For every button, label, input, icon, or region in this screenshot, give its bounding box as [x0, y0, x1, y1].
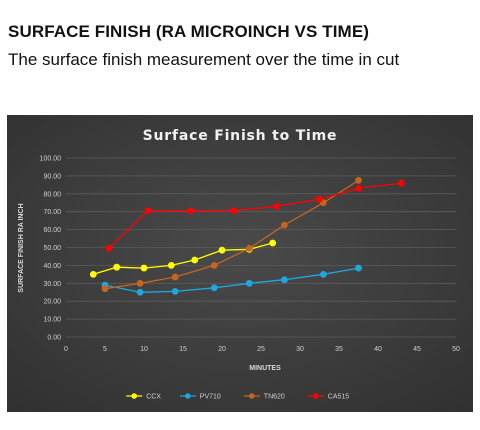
x-tick-label: 20 [218, 346, 226, 353]
x-axis-label: MINUTES [249, 365, 281, 372]
legend-marker-ccx [131, 393, 137, 399]
data-point-ca515 [273, 202, 280, 210]
data-point-ca515 [398, 179, 405, 187]
data-point-ccx [269, 239, 277, 247]
data-point-ca515 [144, 207, 152, 215]
y-tick-label: 90.00 [43, 173, 61, 180]
legend-item-ccx: CCX [126, 393, 161, 401]
legend-marker-tn620 [249, 393, 255, 399]
data-point-ca515 [230, 207, 238, 215]
surface-finish-chart: 0.00 10.00 20.00 30.00 40.00 50.00 60.00 70.00 8… [7, 115, 473, 412]
y-tick-label: 100.00 [40, 156, 62, 163]
data-point-ccx [218, 246, 226, 254]
y-tick-label: 40.00 [43, 263, 61, 270]
data-point-tn620 [210, 262, 218, 269]
y-tick-label: 60.00 [43, 227, 61, 234]
x-tick-label: 50 [452, 346, 460, 353]
x-tick-label: 5 [103, 346, 107, 353]
page-subheading: The surface finish measurement over the … [8, 50, 400, 69]
series-line-ca515 [108, 182, 402, 249]
data-point-tn620 [245, 244, 253, 252]
grid-layer [66, 157, 456, 338]
legend-marker-pv710 [185, 393, 191, 399]
series-line-pv710 [104, 267, 359, 293]
series-pv710 [101, 264, 362, 296]
legend-label-pv710: PV710 [200, 394, 221, 401]
y-tick-label: 0.00 [47, 335, 61, 342]
chart-panel: 0.00 10.00 20.00 30.00 40.00 50.00 60.00 70.00 8… [7, 115, 473, 412]
data-point-tn620 [281, 221, 288, 229]
y-tick-label: 80.00 [43, 191, 61, 198]
y-tick-label: 20.00 [43, 299, 61, 306]
y-tick-label: 50.00 [43, 245, 61, 252]
x-tick-label: 15 [179, 346, 187, 353]
data-point-ccx [167, 262, 175, 269]
y-axis-label: SURFACE FINISH RA INCH [18, 203, 25, 292]
legend-item-tn620: TN620 [243, 393, 285, 401]
data-point-pv710 [281, 276, 288, 284]
data-point-ca515 [105, 244, 113, 252]
page-heading: SURFACE FINISH (RA MICROINCH VS TIME) [8, 22, 370, 41]
data-point-tn620 [136, 279, 144, 287]
legend-item-ca515: CA515 [307, 393, 350, 401]
chart-title: Surface Finish to Time [143, 128, 338, 144]
data-point-ca515 [316, 195, 323, 203]
data-point-tn620 [101, 285, 109, 293]
legend-label-tn620: TN620 [264, 394, 285, 401]
data-point-pv710 [136, 288, 144, 296]
data-point-ccx [113, 263, 121, 271]
data-point-ca515 [355, 185, 362, 192]
data-point-tn620 [171, 273, 179, 281]
data-point-pv710 [245, 279, 253, 287]
data-point-pv710 [171, 287, 179, 295]
series-ca515 [105, 179, 405, 252]
legend-marker-ca515 [313, 393, 319, 399]
x-tick-label: 40 [374, 346, 382, 353]
data-point-ccx [140, 264, 148, 272]
series-line-tn620 [104, 179, 359, 290]
x-tick-label: 30 [296, 346, 304, 353]
data-point-ca515 [187, 207, 195, 215]
x-tick-label: 35 [335, 346, 343, 353]
axis-text-layer: 0.00 10.00 20.00 30.00 40.00 50.00 60.00 70.00 8… [40, 156, 460, 354]
chart-background [7, 115, 473, 412]
series-layer [89, 176, 405, 296]
y-tick-label: 30.00 [43, 281, 61, 288]
data-point-pv710 [210, 284, 218, 292]
data-point-tn620 [355, 176, 362, 184]
legend-label-ca515: CA515 [328, 394, 350, 401]
data-point-pv710 [355, 264, 362, 272]
data-point-pv710 [320, 270, 327, 278]
data-point-ccx [89, 270, 97, 278]
x-tick-label: 45 [413, 346, 421, 353]
legend-item-pv710: PV710 [179, 393, 221, 401]
y-tick-label: 10.00 [43, 317, 61, 324]
x-tick-label: 25 [257, 346, 265, 353]
data-point-ccx [191, 256, 199, 264]
series-line-ccx [93, 242, 273, 275]
legend: CCX PV710 TN620 CA515 [126, 393, 350, 401]
x-tick-label: 0 [64, 346, 68, 353]
series-tn620 [101, 176, 362, 293]
x-tick-label: 10 [140, 346, 148, 353]
legend-label-ccx: CCX [146, 394, 161, 401]
y-tick-label: 70.00 [43, 209, 61, 216]
